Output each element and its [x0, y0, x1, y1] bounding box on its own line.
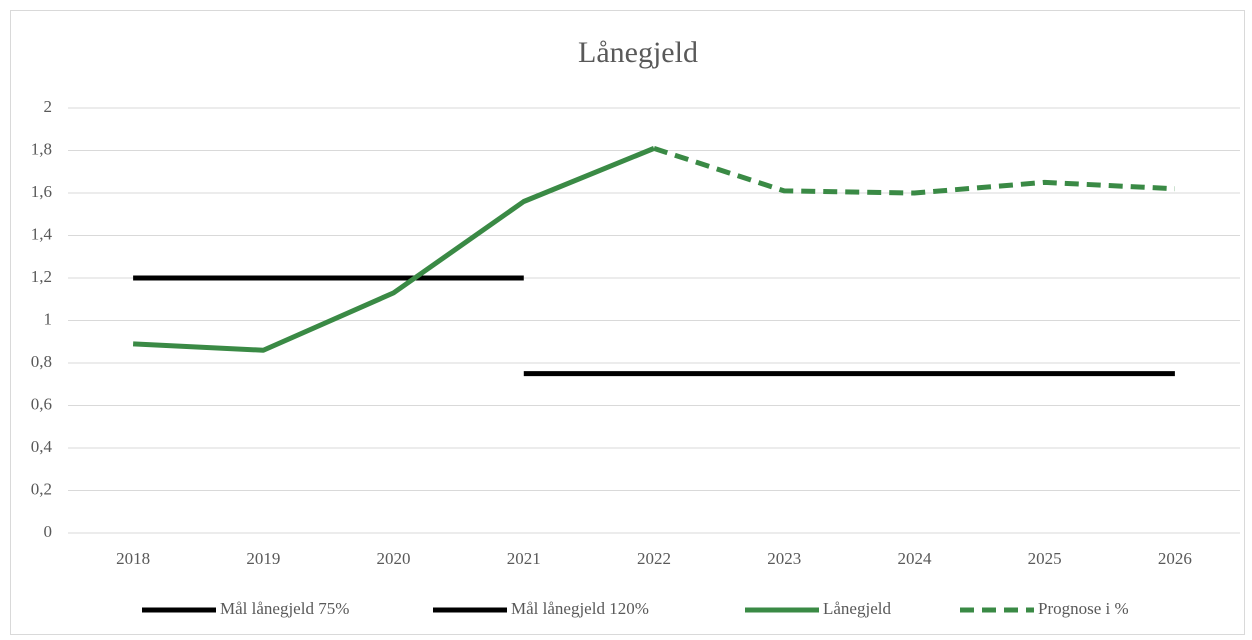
x-tick-label: 2019: [246, 549, 280, 568]
x-tick-label: 2021: [507, 549, 541, 568]
y-tick-label: 1,6: [31, 182, 52, 201]
series-line: [653, 145, 1176, 196]
x-tick-label: 2018: [116, 549, 150, 568]
legend-label: Prognose i %: [1038, 599, 1129, 618]
legend-label: Mål lånegjeld 75%: [220, 599, 349, 618]
y-tick-label: 1,2: [31, 267, 52, 286]
x-tick-label: 2024: [897, 549, 932, 568]
y-tick-label: 0,4: [31, 437, 53, 456]
x-tick-label: 2026: [1158, 549, 1192, 568]
y-tick-label: 1,4: [31, 224, 53, 243]
chart-border: [10, 10, 1245, 635]
legend-label: Lånegjeld: [823, 599, 891, 618]
x-tick-label: 2023: [767, 549, 801, 568]
y-tick-label: 0,6: [31, 394, 52, 413]
chart-title: Lånegjeld: [578, 36, 698, 69]
y-tick-label: 0: [44, 522, 53, 541]
y-tick-label: 1: [44, 309, 53, 328]
y-tick-label: 0,2: [31, 479, 52, 498]
y-tick-label: 2: [44, 97, 53, 116]
x-tick-label: 2025: [1028, 549, 1062, 568]
legend-label: Mål lånegjeld 120%: [511, 599, 649, 618]
x-tick-label: 2022: [637, 549, 671, 568]
y-tick-label: 1,8: [31, 139, 52, 158]
y-tick-label: 0,8: [31, 352, 52, 371]
x-tick-label: 2020: [377, 549, 411, 568]
series-line: [132, 146, 655, 353]
